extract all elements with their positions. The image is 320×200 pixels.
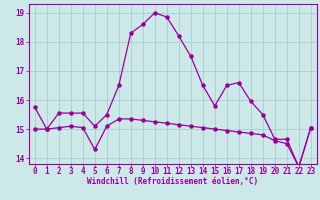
X-axis label: Windchill (Refroidissement éolien,°C): Windchill (Refroidissement éolien,°C) xyxy=(87,177,258,186)
